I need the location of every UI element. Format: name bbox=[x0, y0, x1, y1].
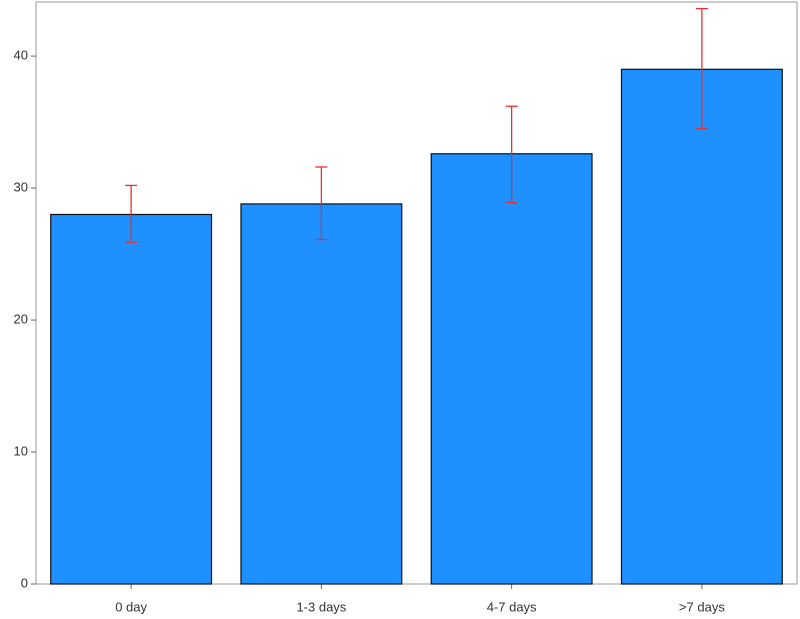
bar bbox=[240, 203, 403, 585]
bar bbox=[50, 213, 213, 585]
y-tick-label: 20 bbox=[14, 311, 28, 326]
y-tick-label: 10 bbox=[14, 443, 28, 458]
x-tick-label: 1-3 days bbox=[296, 599, 346, 614]
y-tick-label: 40 bbox=[14, 48, 28, 63]
bar bbox=[620, 68, 783, 585]
y-tick-label: 30 bbox=[14, 180, 28, 195]
plot-frame bbox=[35, 1, 798, 585]
x-tick-label: >7 days bbox=[679, 599, 725, 614]
bar bbox=[430, 153, 593, 585]
x-tick-label: 0 day bbox=[115, 599, 147, 614]
y-tick-label: 0 bbox=[21, 575, 28, 590]
x-tick-label: 4-7 days bbox=[487, 599, 537, 614]
